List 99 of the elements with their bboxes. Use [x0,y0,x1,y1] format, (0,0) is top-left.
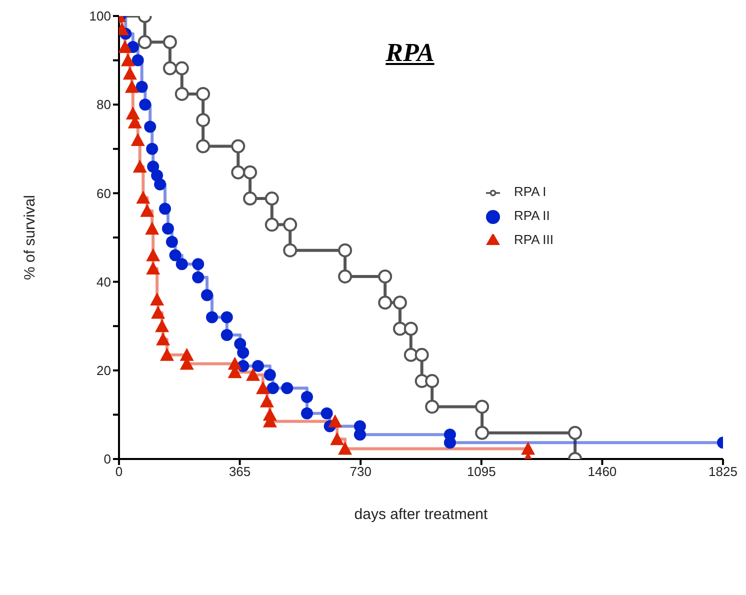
point [154,178,166,190]
point [196,113,210,128]
point [392,296,407,310]
point [151,306,166,319]
point [147,160,160,173]
point [264,218,279,232]
point [156,332,170,346]
point [162,61,177,76]
point [243,192,258,206]
point [378,269,392,284]
point [126,106,140,120]
point [378,296,392,310]
point [145,222,160,235]
y-tick-label: 60 [96,186,111,201]
point [144,120,156,133]
point [140,204,154,217]
point [169,249,182,262]
point [120,53,135,66]
x-tick-label: 1825 [708,464,738,480]
point [174,86,189,101]
x-tick-label: 1095 [466,464,496,480]
point [328,414,342,428]
point [392,322,407,336]
point [425,400,440,414]
point [231,139,246,154]
point [354,428,366,441]
point [136,190,150,204]
point [330,432,344,446]
point [243,165,258,180]
point [138,35,152,50]
point [166,236,178,248]
point [196,86,210,101]
y-tick-label: 40 [96,274,111,290]
point [201,289,214,302]
x-axis-title: days after treatment [354,506,489,523]
point [124,80,139,93]
point [136,80,148,93]
text: RPA [384,38,436,68]
point [150,292,164,306]
point [281,382,294,394]
point [338,442,352,455]
point [192,258,204,270]
point [266,382,279,394]
point [176,258,188,270]
point [283,243,298,258]
point [119,40,132,54]
point [246,368,260,381]
point [300,407,313,420]
point [264,368,276,381]
point [130,133,145,146]
point [338,243,352,258]
point [159,202,172,215]
y-tick-label: 100 [89,8,111,24]
point [404,348,418,362]
point [300,390,313,403]
point [320,407,333,420]
point [132,160,147,173]
point [475,400,490,414]
point [264,192,279,206]
point [132,54,144,66]
point [122,66,137,80]
point [146,262,160,275]
legend-label: RPA I [514,184,546,199]
point [192,271,204,284]
legend-label: RPA II [514,208,550,223]
point [220,328,233,341]
x-tick-label: 1460 [588,464,617,480]
point [414,348,429,362]
point [260,394,274,408]
point [475,426,490,440]
point [162,222,174,235]
point [404,322,418,336]
x-tick-label: 365 [228,464,251,480]
x-tick-label: 0 [115,464,123,480]
point [220,311,233,324]
point [146,142,158,155]
y-axis-title: % of survival [21,194,38,280]
y-tick-label: 20 [96,363,111,378]
point [521,442,536,455]
point [338,269,352,284]
point [256,381,270,394]
y-tick-label: 80 [96,97,111,112]
point [174,61,189,76]
point [155,319,170,332]
point [146,248,160,262]
point [252,360,264,372]
legend-label: RPA III [514,232,554,247]
point [196,139,210,154]
x-tick-label: 730 [350,464,372,480]
point [206,311,218,324]
point [283,218,298,232]
point [160,348,174,361]
point [425,374,440,388]
point [568,426,582,440]
point [162,35,177,50]
point [237,346,250,359]
point [139,98,152,111]
point [231,165,246,180]
y-tick-label: 0 [104,452,111,467]
